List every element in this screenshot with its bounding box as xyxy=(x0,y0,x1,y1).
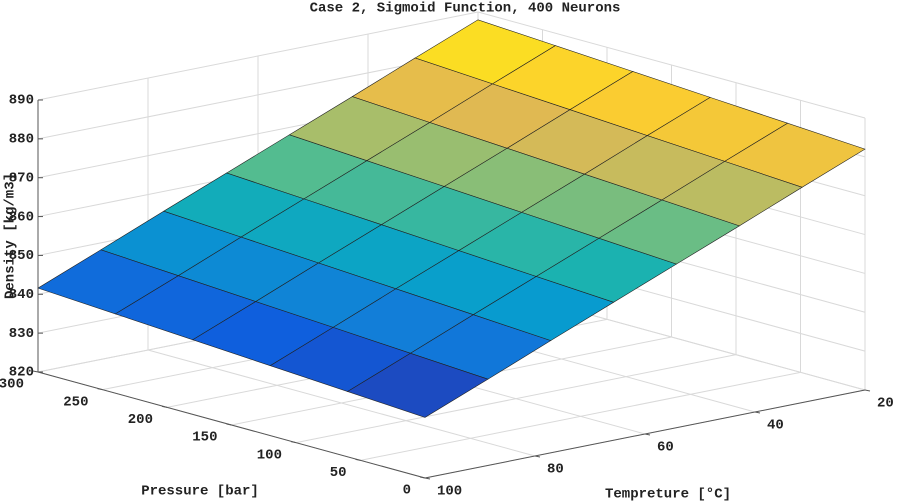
x-tick-label: 0 xyxy=(403,483,411,499)
x-tick xyxy=(290,441,297,444)
x-tick-label: 300 xyxy=(0,377,24,393)
y-tick xyxy=(644,433,651,436)
x-tick xyxy=(161,405,168,408)
x-axis-label: Pressure [bar] xyxy=(141,484,259,500)
x-tick-label: 250 xyxy=(63,394,88,410)
y-tick-label: 100 xyxy=(437,484,462,500)
y-tick xyxy=(864,389,871,392)
chart-title: Case 2, Sigmoid Function, 400 Neurons xyxy=(310,1,621,17)
x-tick-label: 200 xyxy=(128,412,153,428)
z-tick-label: 840 xyxy=(9,287,34,303)
grid-line xyxy=(295,354,737,444)
y-tick-label: 20 xyxy=(877,396,894,412)
surface-patch xyxy=(346,352,489,418)
grid-line xyxy=(360,371,801,461)
z-tick-label: 820 xyxy=(9,365,34,381)
z-tick-label: 870 xyxy=(9,170,34,186)
z-tick-label: 850 xyxy=(9,248,34,264)
y-axis-label: Tempreture [°C] xyxy=(605,487,731,503)
x-tick-label: 50 xyxy=(330,465,347,481)
z-tick-label: 890 xyxy=(9,93,34,109)
x-tick xyxy=(226,423,232,426)
x-tick xyxy=(32,370,39,373)
x-tick xyxy=(419,476,426,479)
z-tick-label: 830 xyxy=(9,326,34,342)
z-axis-label: Density [kg/m3] xyxy=(3,173,19,299)
z-tick-label: 860 xyxy=(9,209,34,225)
x-tick-label: 150 xyxy=(192,430,217,446)
z-tick-label: 880 xyxy=(9,132,34,148)
x-tick xyxy=(97,388,103,391)
y-tick-label: 80 xyxy=(547,462,564,478)
y-tick-label: 60 xyxy=(657,440,674,456)
y-tick xyxy=(424,477,431,480)
y-tick-label: 40 xyxy=(767,418,784,434)
y-tick xyxy=(754,411,761,414)
y-tick xyxy=(534,455,541,458)
x-tick-label: 100 xyxy=(257,447,282,463)
x-tick xyxy=(355,458,361,461)
